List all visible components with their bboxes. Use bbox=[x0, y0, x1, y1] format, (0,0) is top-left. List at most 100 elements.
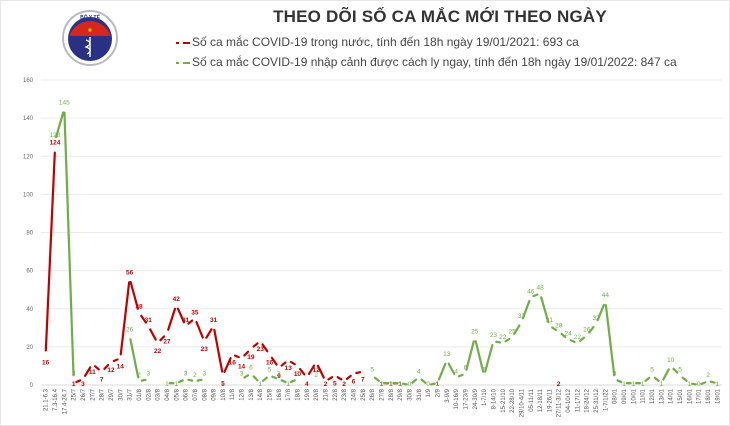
data-label: 48 bbox=[536, 285, 544, 292]
series-line-segment bbox=[177, 379, 184, 384]
series-line-segment bbox=[700, 381, 707, 385]
x-tick-label: 27/8 bbox=[380, 388, 386, 400]
data-label: 5 bbox=[650, 366, 654, 373]
data-label: 3 bbox=[146, 370, 150, 377]
series-line-segment bbox=[513, 324, 521, 336]
chart-title: THEO DÕI SỐ CA MẮC MỚI THEO NGÀY bbox=[273, 7, 607, 26]
data-label: 4 bbox=[454, 368, 458, 375]
x-tick-label: 26/7 bbox=[81, 388, 87, 400]
x-tick-label: 10-16/9 bbox=[454, 388, 460, 409]
data-label: 6 bbox=[352, 379, 356, 386]
data-label: 1 bbox=[174, 381, 178, 388]
data-label: 1 bbox=[258, 381, 262, 388]
x-tick-label: 27/7 bbox=[90, 388, 96, 400]
series-line-segment bbox=[429, 382, 436, 386]
series-line-segment bbox=[44, 151, 56, 352]
series-line-segment bbox=[140, 378, 147, 382]
data-label: 38 bbox=[135, 304, 143, 311]
series-line-segment bbox=[495, 340, 502, 344]
data-label: 12 bbox=[107, 367, 115, 374]
series-line-segment bbox=[465, 340, 475, 371]
data-label: 27 bbox=[163, 339, 171, 346]
data-label: 3 bbox=[296, 370, 300, 377]
data-label: 1 bbox=[632, 381, 636, 388]
data-label: 7 bbox=[361, 377, 365, 384]
series-line-segment bbox=[261, 376, 268, 382]
y-tick-label: 120 bbox=[23, 154, 34, 160]
x-tick-label: 01/8 bbox=[137, 388, 143, 400]
series-line-segment bbox=[289, 360, 296, 366]
data-label: 1 bbox=[622, 381, 626, 388]
x-tick-label: 29/8 bbox=[398, 388, 404, 400]
x-tick-label: 05/8 bbox=[174, 388, 180, 400]
x-tick-label: 18-24/12 bbox=[585, 388, 591, 412]
x-tick-label: 8-14/10 bbox=[491, 388, 497, 409]
data-label: 33 bbox=[518, 313, 526, 320]
x-tick-label: 11/01 bbox=[641, 388, 647, 403]
data-label: 2 bbox=[193, 372, 197, 379]
series-line-segment bbox=[195, 320, 204, 339]
series-line-segment bbox=[187, 319, 194, 325]
y-tick-label: 160 bbox=[23, 78, 34, 84]
x-tick-label: 29/10-4/11 bbox=[519, 388, 525, 417]
series-line-segment bbox=[205, 328, 213, 339]
series-line-segment bbox=[551, 326, 558, 332]
series-line-segment bbox=[569, 339, 576, 344]
data-label: 14 bbox=[117, 363, 125, 370]
data-label: 10 bbox=[667, 357, 675, 364]
series-line-segment bbox=[484, 343, 494, 373]
data-label: 22 bbox=[154, 348, 162, 355]
data-label: 5 bbox=[221, 380, 225, 387]
data-label: 5 bbox=[268, 366, 272, 373]
x-tick-label: 28/8 bbox=[389, 388, 395, 400]
y-tick-label: 80 bbox=[26, 231, 33, 237]
ministry-of-health-logo: BỘ Y TẾ bbox=[62, 10, 118, 66]
x-tick-label: 25/8 bbox=[361, 388, 367, 400]
series-line-segment bbox=[709, 380, 716, 384]
data-label: 16 bbox=[266, 360, 274, 367]
x-tick-label: 10/8 bbox=[221, 388, 227, 400]
x-tick-label: 14/01 bbox=[669, 388, 675, 404]
data-label: 7 bbox=[100, 377, 104, 384]
x-tick-label: 15-21/10 bbox=[501, 388, 507, 412]
series-line-segment bbox=[691, 382, 697, 386]
series-line-segment bbox=[540, 296, 550, 324]
x-tick-label: 1-7/1/22 bbox=[603, 388, 609, 411]
data-label: 1 bbox=[286, 381, 290, 388]
x-tick-label: 28/7 bbox=[100, 388, 106, 400]
series-line-segment bbox=[129, 281, 140, 310]
data-label: 145 bbox=[59, 100, 70, 107]
series-line-segment bbox=[63, 111, 75, 377]
x-tick-label: 25-31/12 bbox=[594, 388, 600, 412]
data-label: 35 bbox=[191, 309, 199, 316]
series-line-segment bbox=[213, 328, 224, 373]
data-label: 1 bbox=[398, 381, 402, 388]
series-line-segment bbox=[252, 342, 259, 348]
series-line-segment bbox=[316, 364, 325, 379]
x-tick-label: 27/11-3/12 bbox=[557, 388, 563, 417]
y-tick-label: 40 bbox=[26, 307, 33, 313]
data-label: 3 bbox=[72, 370, 76, 377]
series-line-segment bbox=[411, 378, 418, 384]
series-line-segment bbox=[373, 376, 380, 382]
series-line-segment bbox=[83, 366, 92, 377]
series-line-segment bbox=[355, 371, 362, 375]
data-label: 28 bbox=[555, 323, 563, 330]
x-tick-label: 24-30/9 bbox=[473, 388, 479, 409]
series-line-segment bbox=[327, 376, 334, 381]
x-tick-label: 11-17/12 bbox=[575, 388, 581, 412]
x-tick-label: 02/8 bbox=[146, 388, 152, 400]
data-label: 44 bbox=[602, 292, 610, 299]
data-label: 31 bbox=[546, 317, 554, 324]
series-line-segment bbox=[420, 378, 427, 384]
data-label: 9 bbox=[277, 373, 281, 380]
series-line-segment bbox=[307, 364, 316, 376]
data-label: 1 bbox=[660, 381, 664, 388]
series-line-segment bbox=[140, 314, 148, 324]
series-line-segment bbox=[336, 376, 343, 381]
data-label: 5 bbox=[678, 366, 682, 373]
x-tick-label: 21/8 bbox=[324, 388, 330, 400]
series-line-segment bbox=[653, 376, 660, 382]
